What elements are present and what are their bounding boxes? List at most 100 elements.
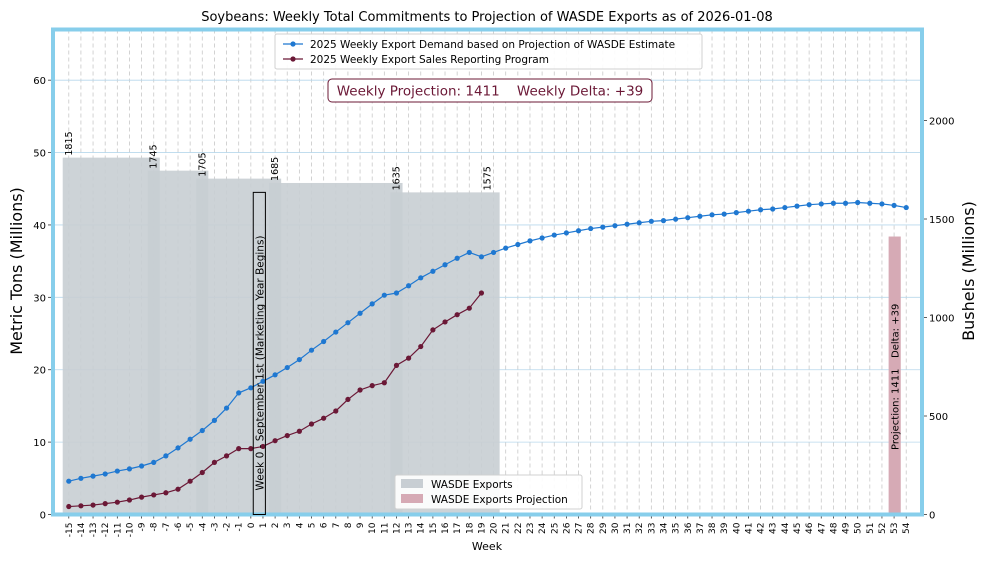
series-point xyxy=(733,210,739,216)
x-tick-label: 36 xyxy=(684,522,694,534)
series-point xyxy=(442,262,448,268)
series-point xyxy=(430,268,436,274)
x-tick-label: 34 xyxy=(659,522,669,534)
series-point xyxy=(66,503,72,510)
x-tick-label: 14 xyxy=(417,522,427,534)
series-point xyxy=(842,200,849,206)
x-tick-label: -9 xyxy=(138,522,148,531)
series-point xyxy=(527,238,533,244)
series-point xyxy=(199,427,205,434)
x-tick-label: 50 xyxy=(854,522,864,534)
x-tick-label: 20 xyxy=(490,522,500,534)
legend-marker xyxy=(290,56,296,62)
marketing-year-label: Week 0 - September 1st (Marketing Year B… xyxy=(254,235,266,490)
legend-top-box xyxy=(274,33,703,70)
x-tick-label: 23 xyxy=(526,523,536,534)
x-tick-label: 27 xyxy=(575,523,585,534)
x-tick-label: 31 xyxy=(623,523,633,534)
series-point xyxy=(260,378,266,384)
series-point xyxy=(830,200,837,206)
series-point xyxy=(490,249,497,256)
x-tick-label: 52 xyxy=(878,523,888,534)
series-point xyxy=(272,438,278,444)
series-point xyxy=(648,218,654,224)
series-point xyxy=(418,343,424,350)
x-tick-label: -11 xyxy=(113,523,123,538)
x-tick-label: 33 xyxy=(647,523,657,534)
plot-frame xyxy=(51,27,924,517)
y-tick-label-right: 500 xyxy=(929,412,948,423)
series-point xyxy=(745,208,752,214)
x-tick-label: 3 xyxy=(283,523,293,529)
wasde-exports-bar xyxy=(390,192,500,515)
x-tick-label: 6 xyxy=(320,522,330,528)
series-point xyxy=(551,232,557,238)
projection-bar xyxy=(888,236,901,515)
wasde-step-label: 1745 xyxy=(149,144,160,168)
series-point xyxy=(879,201,885,207)
wasde-step-label: 1575 xyxy=(483,166,494,190)
series-point xyxy=(163,490,169,496)
projection-bar-label: Projection: 1411 xyxy=(891,369,902,450)
y-tick-label-right: 1000 xyxy=(929,314,954,325)
annotation-box: Weekly Projection: 1411 Weekly Delta: +3… xyxy=(327,78,653,103)
x-tick-label: 10 xyxy=(368,522,378,534)
legend-patch-swatch xyxy=(401,494,423,503)
series-point xyxy=(685,215,691,221)
series-line xyxy=(68,201,907,482)
x-tick-label: 51 xyxy=(866,523,876,534)
series-point xyxy=(236,446,242,452)
series-point xyxy=(757,207,764,213)
y-tick-label-left: 40 xyxy=(33,221,46,232)
x-tick-label: 49 xyxy=(842,522,852,534)
series-point xyxy=(187,478,193,484)
x-tick-label: 18 xyxy=(465,522,475,534)
series-point xyxy=(393,362,400,368)
x-tick-label: 45 xyxy=(793,523,803,534)
y-tick-label-left: 60 xyxy=(33,76,46,87)
series-point xyxy=(151,459,157,465)
series-point xyxy=(223,405,230,411)
series-point xyxy=(503,245,509,251)
x-tick-label: 0 xyxy=(247,522,257,528)
annotation-frame xyxy=(327,78,653,103)
x-tick-label: 12 xyxy=(392,523,402,534)
x-tick-label: 53 xyxy=(890,523,900,534)
legend-patch-swatch xyxy=(401,479,423,488)
series-point xyxy=(891,202,897,209)
series-point xyxy=(260,443,266,450)
series-point xyxy=(721,211,727,217)
series-point xyxy=(406,283,412,289)
x-tick-label: 40 xyxy=(732,522,742,534)
annotation-text: Weekly Projection: 1411 Weekly Delta: +3… xyxy=(337,84,644,100)
series-point xyxy=(211,459,218,465)
series-point xyxy=(418,275,424,281)
series-point xyxy=(575,228,582,234)
x-tick-label: -5 xyxy=(186,523,196,532)
series-point xyxy=(393,290,400,296)
wasde-exports-bar xyxy=(196,178,282,515)
x-tick-label: 21 xyxy=(502,523,512,534)
series-point xyxy=(515,241,521,248)
series-point xyxy=(369,383,375,389)
series-point xyxy=(794,203,800,209)
series-point xyxy=(333,329,339,335)
series-point xyxy=(90,473,96,479)
series-point xyxy=(90,502,96,508)
series-point xyxy=(223,453,230,459)
x-tick-label: 5 xyxy=(308,523,318,529)
series-point xyxy=(660,218,667,224)
series-point xyxy=(175,486,181,492)
series-point xyxy=(818,201,824,207)
x-tick-label: 7 xyxy=(332,523,342,529)
x-tick-label: 8 xyxy=(344,522,354,528)
series-point xyxy=(855,199,861,206)
series-point xyxy=(478,290,485,296)
x-tick-label: 26 xyxy=(562,522,572,534)
legend-label: WASDE Exports Projection xyxy=(431,494,568,506)
x-tick-label: 25 xyxy=(550,523,560,534)
x-tick-label: 15 xyxy=(429,523,439,534)
series-point xyxy=(296,356,302,363)
series-point xyxy=(697,213,703,219)
series-point xyxy=(248,446,254,452)
